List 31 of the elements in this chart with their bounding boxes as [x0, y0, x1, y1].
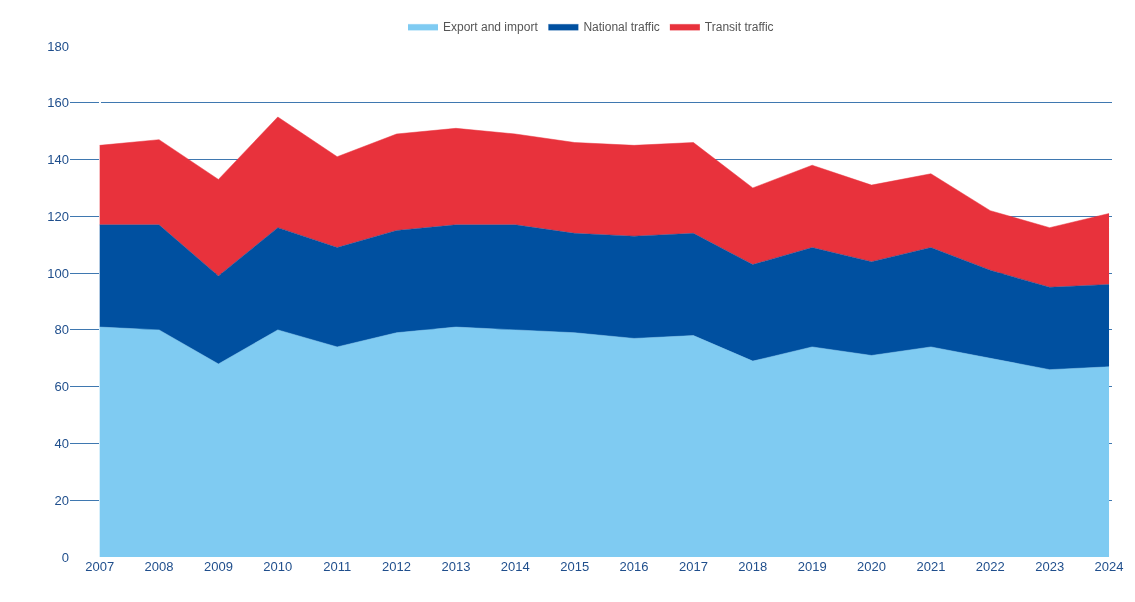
y-tick-label: 160 [47, 95, 69, 111]
x-tick-label: 2018 [738, 559, 768, 574]
x-tick-label: 2020 [857, 559, 886, 574]
x-tick-label: 2013 [441, 559, 471, 574]
x-tick-label: 2024 [1094, 559, 1124, 574]
x-tick-label: 2017 [678, 559, 708, 574]
x-tick-label: 2007 [85, 559, 115, 574]
x-tick-label: 2022 [975, 559, 1005, 574]
y-tick-label: 100 [47, 265, 69, 281]
legend-label: Transit traffic [704, 20, 774, 35]
y-tick-label: 60 [54, 379, 69, 395]
y-tick-label: 0 [61, 549, 69, 565]
y-tick-label: 120 [47, 208, 69, 224]
x-tick-label: 2010 [263, 559, 293, 574]
x-tick-label: 2019 [797, 559, 827, 574]
legend-label: National traffic [583, 20, 660, 35]
x-tick-label: 2016 [619, 559, 649, 574]
x-tick-label: 2015 [560, 559, 590, 574]
x-tick-label: 2021 [916, 559, 946, 574]
y-tick-label: 40 [54, 435, 69, 451]
y-tick-label: 180 [47, 38, 69, 54]
x-tick-label: 2011 [323, 559, 352, 574]
y-tick-label: 20 [54, 492, 69, 508]
legend-label: Export and import [443, 20, 539, 35]
x-tick-label: 2008 [144, 559, 174, 574]
x-tick-label: 2009 [203, 559, 233, 574]
x-tick-label: 2012 [382, 559, 412, 574]
y-tick-label: 80 [54, 322, 69, 338]
x-tick-label: 2023 [1035, 559, 1065, 574]
x-tick-label: 2014 [500, 559, 530, 574]
y-tick-label: 140 [47, 152, 69, 168]
